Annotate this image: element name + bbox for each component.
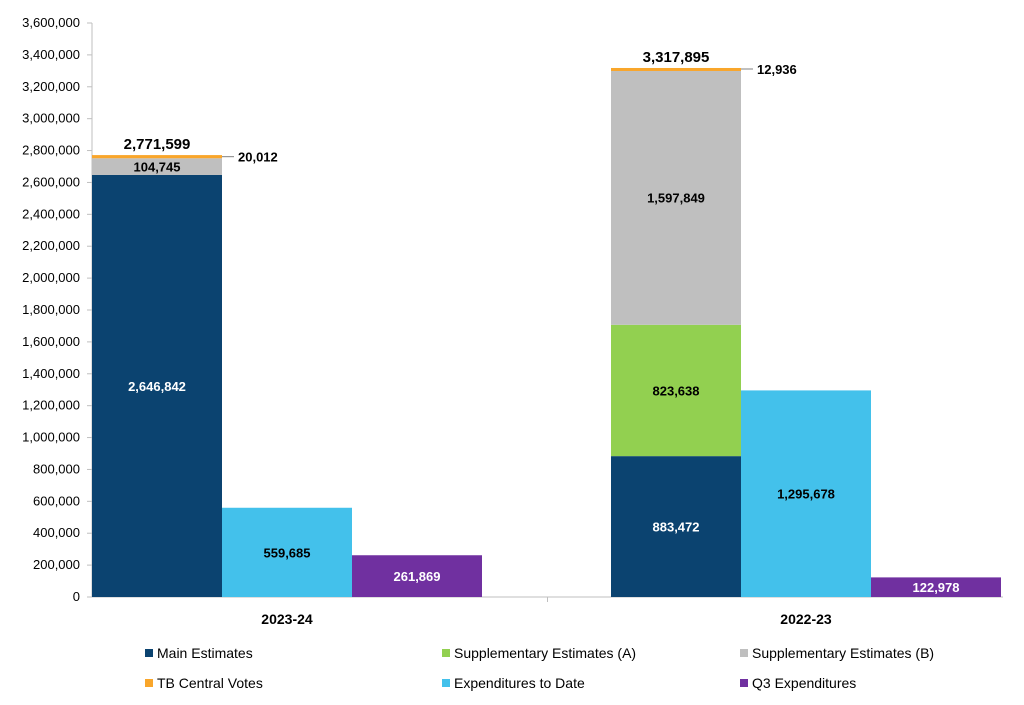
y-tick-label: 1,200,000 — [22, 398, 80, 413]
bar — [741, 390, 871, 597]
y-tick-label: 3,000,000 — [22, 111, 80, 126]
y-tick-label: 400,000 — [33, 525, 80, 540]
y-tick-label: 1,400,000 — [22, 366, 80, 381]
y-tick-label: 2,200,000 — [22, 238, 80, 253]
legend-label: Main Estimates — [157, 645, 253, 661]
legend-label: Supplementary Estimates (A) — [454, 645, 636, 661]
stack-total-label: 3,317,895 — [643, 49, 710, 66]
y-tick-label: 2,000,000 — [22, 270, 80, 285]
bar — [222, 507, 352, 597]
bar — [871, 577, 1001, 597]
data-label: 261,869 — [394, 569, 441, 584]
data-label: 2,646,842 — [128, 379, 186, 394]
data-label: 1,597,849 — [647, 190, 705, 205]
y-tick-label: 0 — [73, 589, 80, 604]
x-category-label: 2022-23 — [780, 611, 832, 627]
legend-label: Expenditures to Date — [454, 675, 585, 691]
data-label: 883,472 — [653, 520, 700, 535]
y-tick-label: 3,400,000 — [22, 47, 80, 62]
y-tick-label: 2,800,000 — [22, 143, 80, 158]
legend-swatch — [442, 679, 450, 687]
y-tick-label: 1,800,000 — [22, 302, 80, 317]
bar-segment — [92, 174, 222, 597]
bar-segment — [92, 155, 222, 159]
y-tick-label: 3,600,000 — [22, 15, 80, 30]
bar-segment — [611, 324, 741, 457]
stack-total-label: 2,771,599 — [124, 136, 191, 153]
legend-label: TB Central Votes — [157, 675, 263, 691]
data-label: 12,936 — [757, 62, 797, 77]
legend-swatch — [740, 679, 748, 687]
y-tick-label: 3,200,000 — [22, 79, 80, 94]
y-tick-label: 2,400,000 — [22, 206, 80, 221]
bar-segment — [611, 67, 741, 71]
bar-segment — [611, 456, 741, 597]
legend-swatch — [145, 679, 153, 687]
bar-segment — [611, 70, 741, 325]
legend-swatch — [740, 649, 748, 657]
y-tick-label: 2,600,000 — [22, 174, 80, 189]
y-tick-label: 200,000 — [33, 557, 80, 572]
x-category-label: 2023-24 — [261, 611, 313, 627]
y-tick-label: 1,600,000 — [22, 334, 80, 349]
data-label: 823,638 — [653, 383, 700, 398]
legend-swatch — [145, 649, 153, 657]
data-label: 20,012 — [238, 150, 278, 165]
y-tick-label: 800,000 — [33, 461, 80, 476]
data-label: 122,978 — [913, 580, 960, 595]
y-tick-label: 600,000 — [33, 493, 80, 508]
legend-swatch — [442, 649, 450, 657]
data-label: 104,745 — [134, 160, 181, 175]
bar-segment — [92, 158, 222, 175]
legend-label: Q3 Expenditures — [752, 675, 856, 691]
y-tick-label: 1,000,000 — [22, 430, 80, 445]
legend-label: Supplementary Estimates (B) — [752, 645, 934, 661]
data-label: 1,295,678 — [777, 487, 835, 502]
bar — [352, 555, 482, 597]
data-label: 559,685 — [264, 545, 311, 560]
